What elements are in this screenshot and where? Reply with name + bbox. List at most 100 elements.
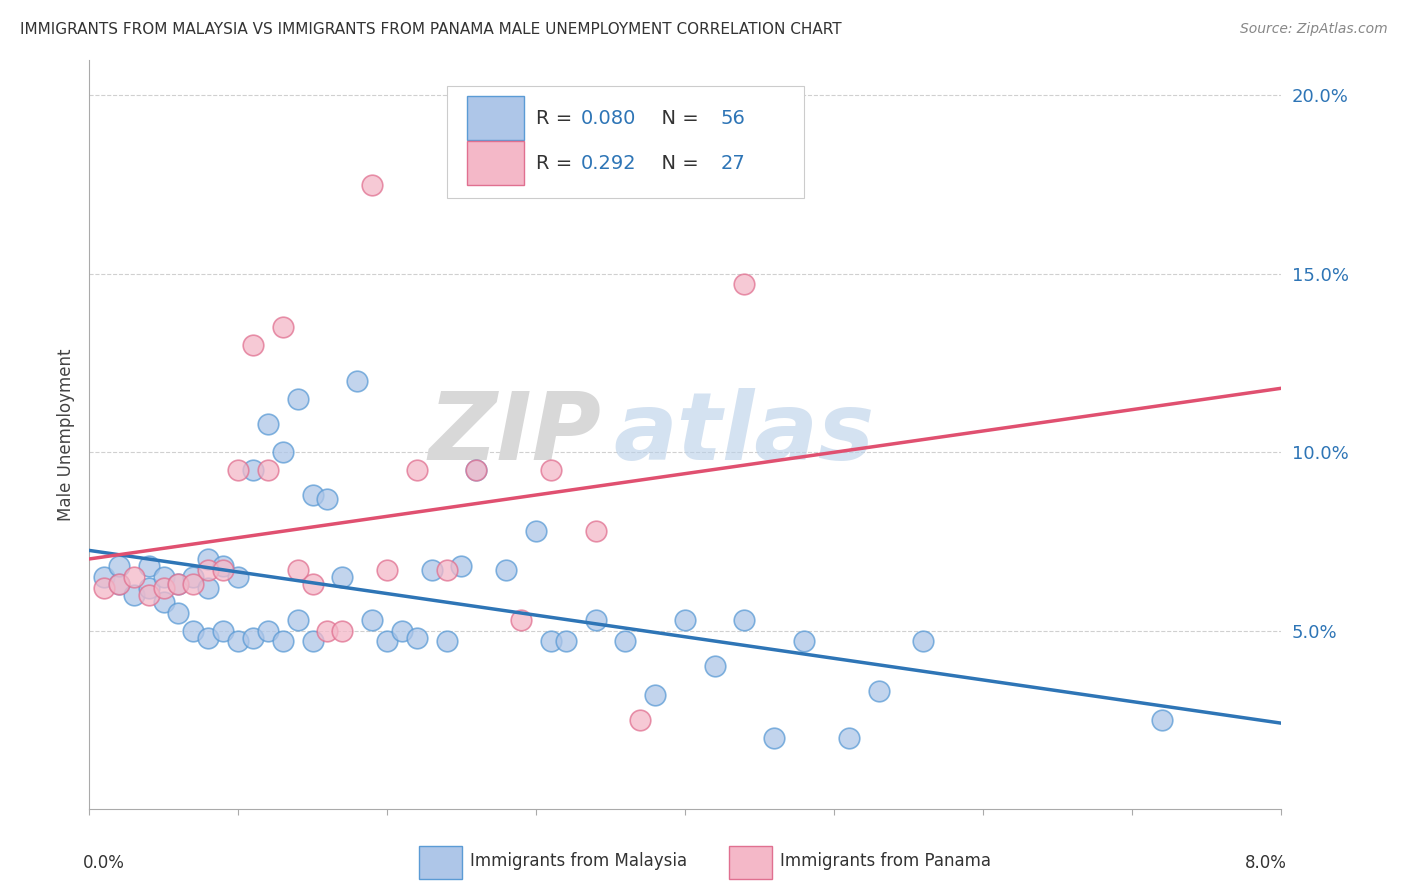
Point — [197, 581, 219, 595]
Point — [375, 634, 398, 648]
Text: Immigrants from Panama: Immigrants from Panama — [780, 853, 991, 871]
Text: N =: N = — [650, 109, 706, 128]
Point — [93, 570, 115, 584]
Text: 0.292: 0.292 — [581, 153, 637, 172]
Point — [436, 563, 458, 577]
Point — [838, 731, 860, 745]
Point — [167, 606, 190, 620]
Point — [108, 559, 131, 574]
Point — [183, 577, 205, 591]
Point — [108, 577, 131, 591]
Point — [346, 374, 368, 388]
Point — [138, 581, 160, 595]
FancyBboxPatch shape — [467, 141, 524, 185]
Point — [183, 570, 205, 584]
Point — [152, 595, 174, 609]
Point — [152, 581, 174, 595]
Point — [301, 577, 323, 591]
Point — [122, 588, 145, 602]
Point — [226, 463, 249, 477]
Point — [585, 613, 607, 627]
Point — [138, 559, 160, 574]
Point — [763, 731, 786, 745]
Text: atlas: atlas — [613, 388, 875, 480]
Point — [465, 463, 488, 477]
Point — [316, 491, 339, 506]
Point — [361, 178, 384, 192]
Point — [138, 588, 160, 602]
Point — [450, 559, 472, 574]
Text: R =: R = — [536, 109, 578, 128]
Point — [287, 613, 309, 627]
Point — [316, 624, 339, 638]
Text: 0.080: 0.080 — [581, 109, 637, 128]
Point — [554, 634, 576, 648]
Point — [330, 570, 353, 584]
Text: Immigrants from Malaysia: Immigrants from Malaysia — [471, 853, 688, 871]
Point — [301, 488, 323, 502]
Point — [212, 559, 235, 574]
Point — [703, 659, 725, 673]
Point — [167, 577, 190, 591]
Point — [212, 563, 235, 577]
Point — [212, 624, 235, 638]
Point — [108, 577, 131, 591]
Point — [614, 634, 637, 648]
Point — [524, 524, 547, 538]
Point — [733, 613, 755, 627]
FancyBboxPatch shape — [419, 846, 463, 879]
Text: ZIP: ZIP — [429, 388, 602, 480]
Point — [271, 445, 294, 459]
Point — [122, 570, 145, 584]
Point — [287, 563, 309, 577]
Point — [673, 613, 696, 627]
Point — [197, 552, 219, 566]
Point — [183, 624, 205, 638]
Point — [436, 634, 458, 648]
Point — [242, 463, 264, 477]
Point — [226, 634, 249, 648]
Point — [420, 563, 443, 577]
Point — [405, 631, 427, 645]
Point — [226, 570, 249, 584]
Point — [271, 634, 294, 648]
Point — [628, 713, 651, 727]
Point — [152, 570, 174, 584]
Text: N =: N = — [650, 153, 706, 172]
FancyBboxPatch shape — [728, 846, 772, 879]
Point — [465, 463, 488, 477]
Point — [733, 277, 755, 292]
Point — [242, 338, 264, 352]
Point — [644, 688, 666, 702]
Point — [271, 320, 294, 334]
Text: Source: ZipAtlas.com: Source: ZipAtlas.com — [1240, 22, 1388, 37]
Point — [287, 392, 309, 406]
Text: 27: 27 — [721, 153, 745, 172]
Point — [256, 463, 278, 477]
Text: 8.0%: 8.0% — [1244, 854, 1286, 872]
Point — [330, 624, 353, 638]
Point — [93, 581, 115, 595]
Point — [405, 463, 427, 477]
Point — [912, 634, 935, 648]
Point — [256, 624, 278, 638]
Text: R =: R = — [536, 153, 578, 172]
Text: 0.0%: 0.0% — [83, 854, 125, 872]
Point — [361, 613, 384, 627]
Point — [197, 631, 219, 645]
Point — [256, 417, 278, 431]
Point — [495, 563, 517, 577]
FancyBboxPatch shape — [447, 86, 804, 198]
Point — [167, 577, 190, 591]
FancyBboxPatch shape — [467, 96, 524, 140]
Point — [391, 624, 413, 638]
Point — [793, 634, 815, 648]
Text: 56: 56 — [721, 109, 745, 128]
Point — [868, 684, 890, 698]
Point — [540, 634, 562, 648]
Point — [375, 563, 398, 577]
Point — [510, 613, 533, 627]
Y-axis label: Male Unemployment: Male Unemployment — [58, 348, 75, 521]
Point — [301, 634, 323, 648]
Point — [540, 463, 562, 477]
